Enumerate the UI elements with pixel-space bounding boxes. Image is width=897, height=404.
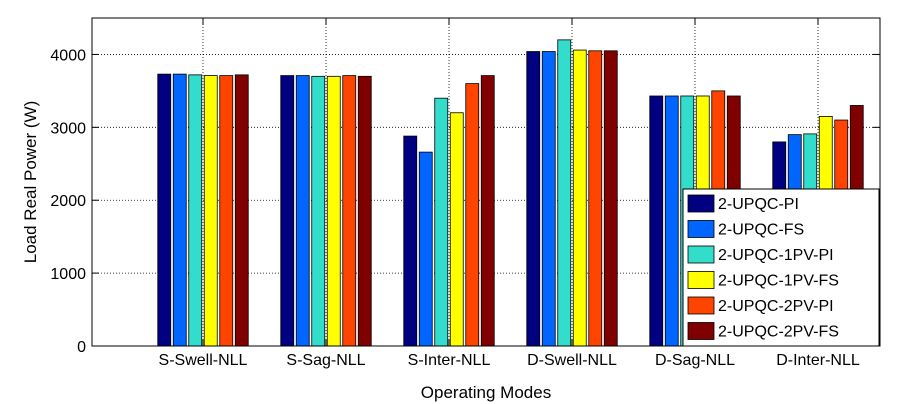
bar	[357, 75, 372, 347]
bar	[526, 51, 541, 347]
bar	[449, 112, 464, 347]
bar	[188, 74, 203, 347]
legend-box	[682, 188, 880, 347]
bar	[664, 95, 679, 347]
legend-swatch	[687, 322, 715, 340]
legend-label: 2-UPQC-2PV-FS	[718, 324, 839, 341]
bar	[480, 75, 495, 347]
legend-swatch	[687, 271, 715, 289]
bar	[203, 75, 218, 347]
bar	[311, 75, 326, 347]
bar	[541, 51, 556, 347]
x-tick-label: D-Swell-NLL	[527, 352, 617, 369]
y-tick-label: 3000	[50, 120, 86, 137]
bar	[603, 50, 618, 347]
legend-label: 2-UPQC-PI	[718, 196, 799, 213]
x-tick-label: S-Inter-NLL	[408, 352, 491, 369]
y-tick-label: 2000	[50, 193, 86, 210]
bar	[234, 74, 249, 347]
bar	[557, 39, 572, 347]
bar	[326, 75, 341, 347]
legend-label: 2-UPQC-1PV-PI	[718, 247, 834, 264]
legend-swatch	[687, 194, 715, 213]
legend-swatch	[687, 220, 715, 238]
x-tick-label: S-Swell-NLL	[159, 352, 248, 369]
legend-label: 2-UPQC-1PV-FS	[718, 273, 839, 290]
bar	[649, 95, 664, 347]
bar	[295, 75, 310, 347]
plot-frame	[91, 17, 881, 347]
x-tick-label: S-Sag-NLL	[286, 352, 365, 369]
legend-swatch	[687, 245, 715, 264]
y-tick-label: 0	[77, 339, 86, 356]
bar	[280, 75, 295, 347]
legend-label: 2-UPQC-FS	[718, 222, 804, 239]
bar	[403, 135, 418, 347]
bar	[465, 83, 480, 347]
legend-swatch	[687, 296, 715, 315]
bar	[434, 97, 449, 347]
bar	[172, 73, 187, 347]
bar	[157, 73, 172, 347]
legend: 2-UPQC-PI 2-UPQC-FS 2-UPQC-1PV-PI 2-UPQC-1P…	[682, 188, 880, 347]
bar	[342, 75, 357, 347]
legend-label: 2-UPQC-2PV-PI	[718, 298, 834, 315]
y-tick-label: 4000	[50, 47, 86, 64]
x-axis-label: Operating Modes	[421, 383, 551, 402]
bar	[418, 151, 433, 347]
bar	[588, 50, 603, 347]
x-tick-label: D-Sag-NLL	[655, 352, 735, 369]
x-tick-label: D-Inter-NLL	[776, 352, 860, 369]
x-axis-ticks: S-Swell-NLL S-Sag-NLL S-Inter-NLL D-Swell-N…	[159, 18, 860, 369]
bar	[572, 49, 587, 347]
y-tick-label: 1000	[50, 266, 86, 283]
bar	[219, 75, 234, 347]
y-axis-label: Load Real Power (W)	[21, 101, 40, 264]
